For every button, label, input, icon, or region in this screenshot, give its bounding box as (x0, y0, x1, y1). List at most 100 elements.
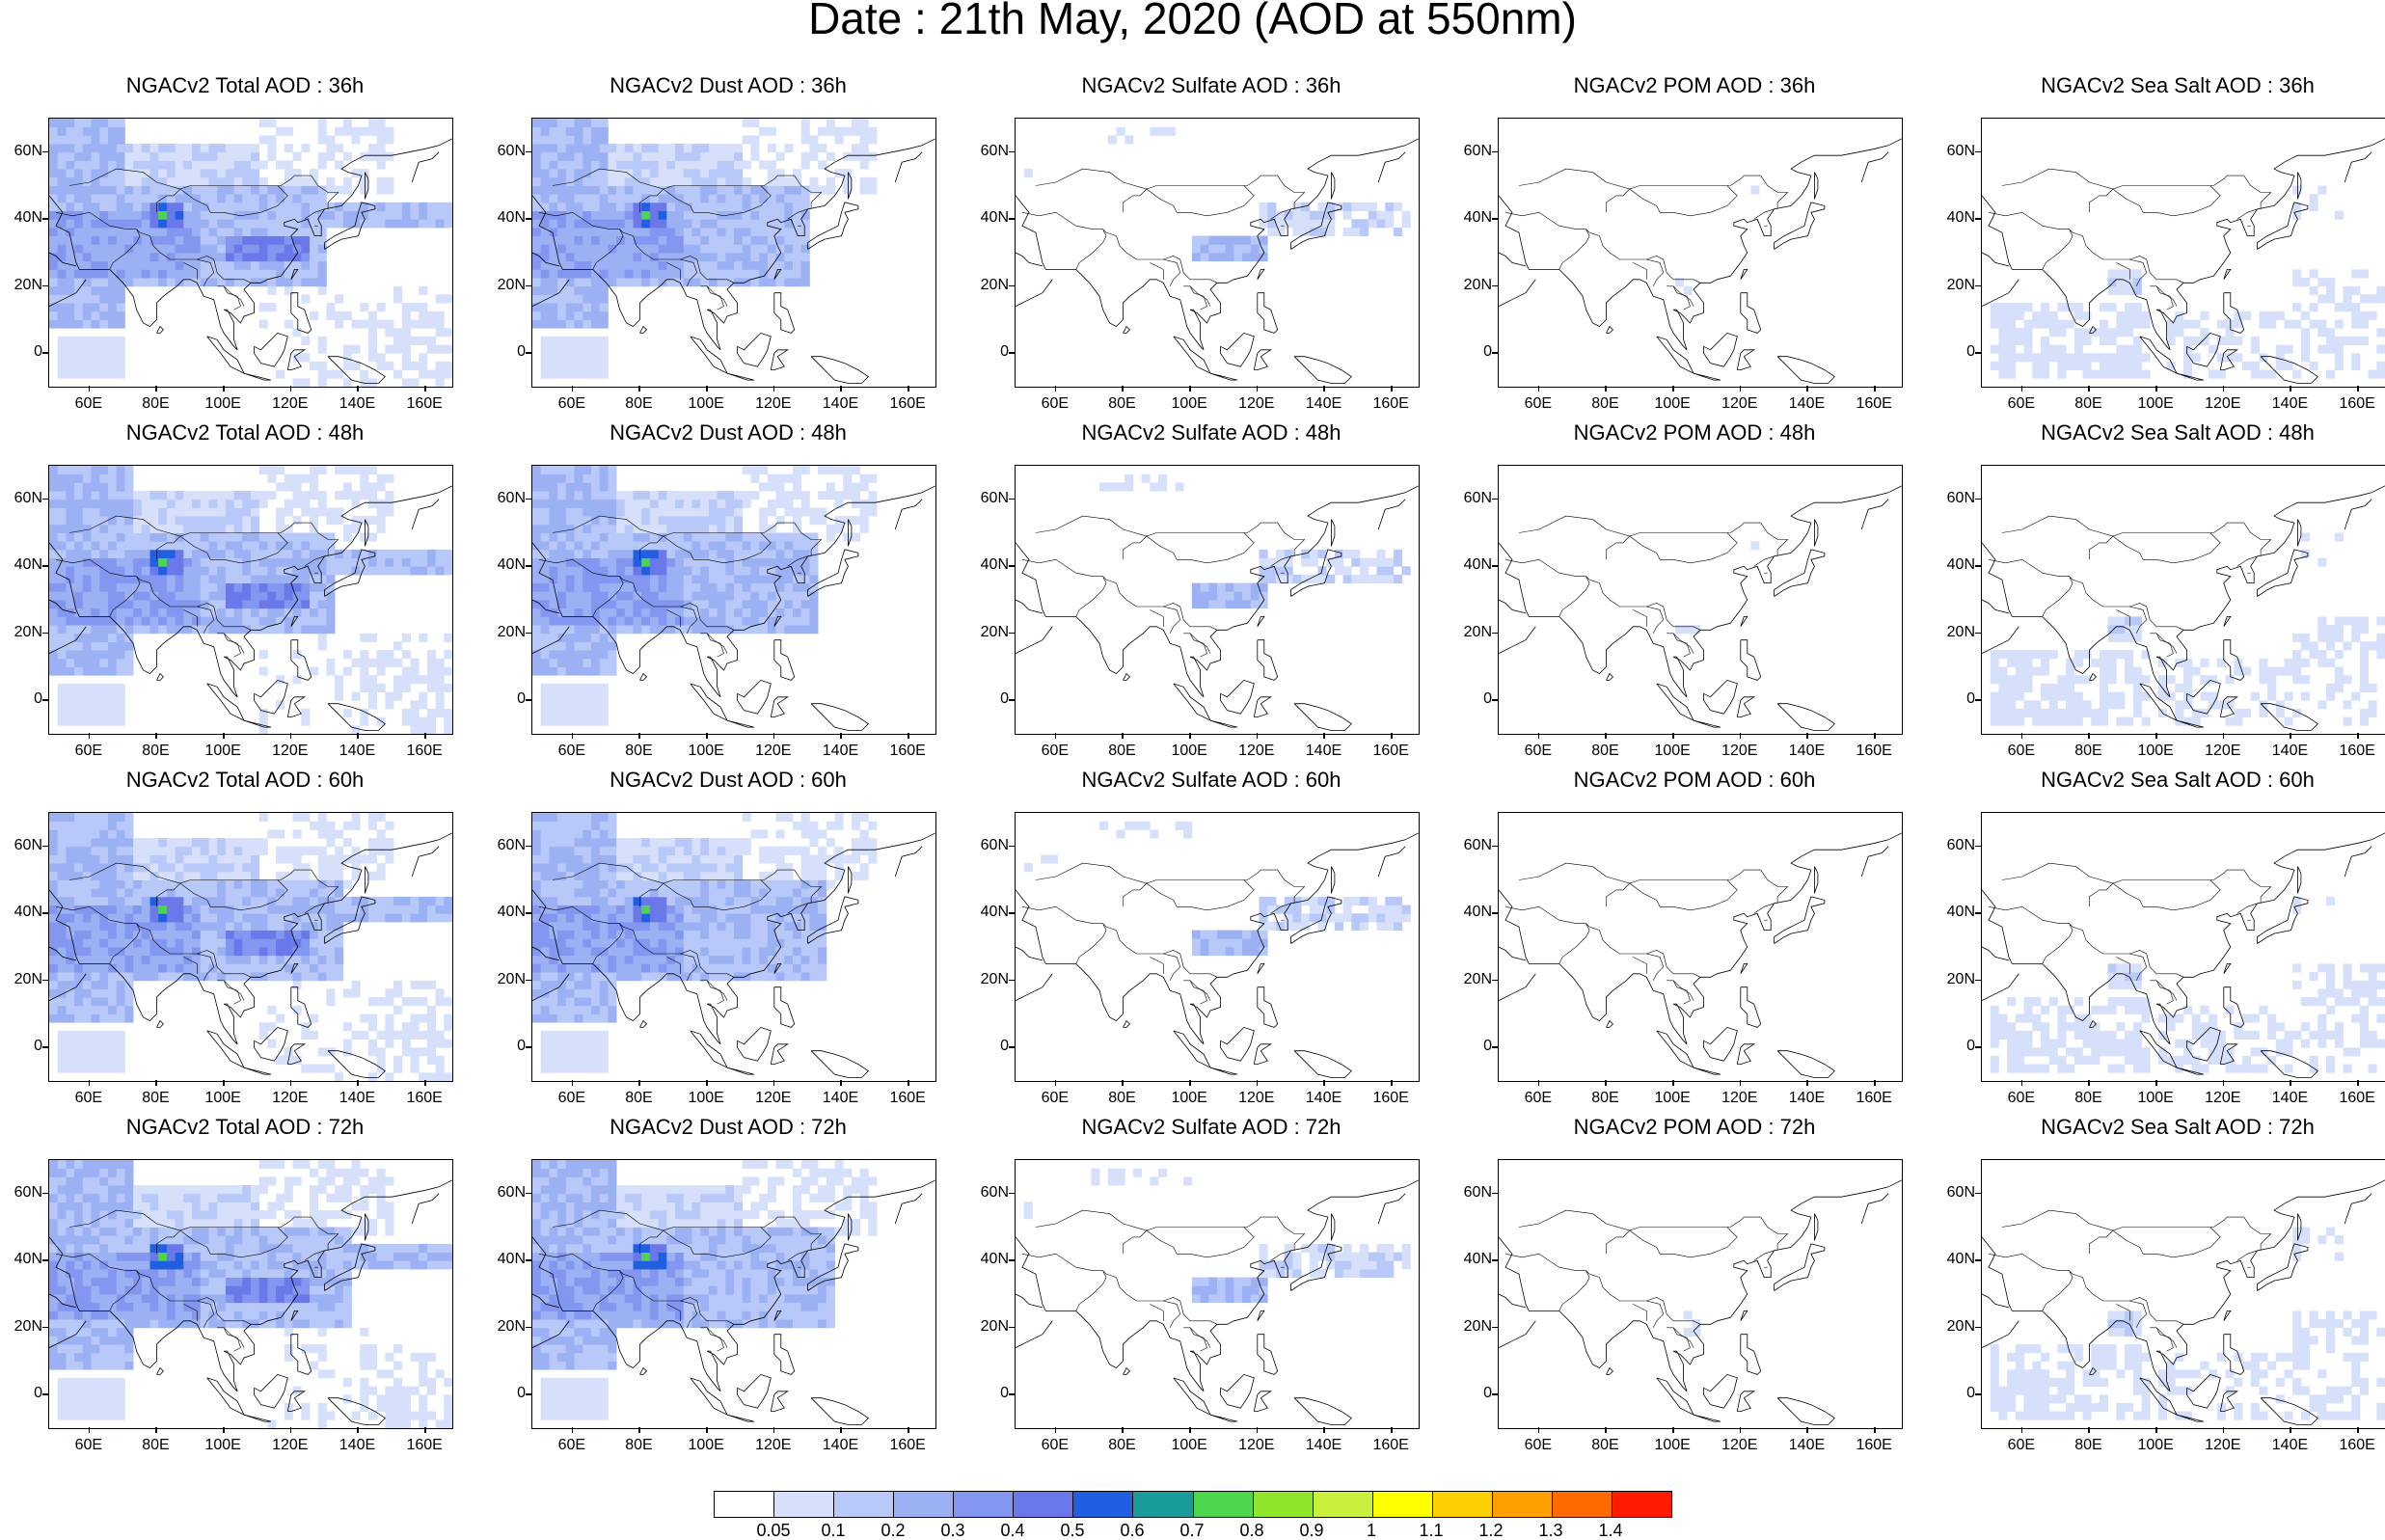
aod-cell (117, 337, 125, 345)
aod-cell (99, 186, 108, 195)
aod-cell (124, 550, 133, 558)
aod-cell (285, 203, 293, 211)
aod-cell (117, 913, 125, 922)
aod-cell (242, 854, 251, 863)
aod-cell (709, 269, 718, 278)
aod-cell (801, 152, 810, 161)
aod-cell (117, 880, 125, 889)
aod-cell (692, 278, 701, 286)
aod-cell (750, 558, 759, 567)
aod-cell (444, 362, 452, 370)
aod-cell (2024, 320, 2033, 329)
aod-cell (117, 997, 125, 1006)
aod-cell (142, 269, 150, 278)
x-tick-label: 160E (395, 395, 453, 413)
aod-cell (634, 152, 642, 161)
aod-cell (83, 1006, 92, 1014)
x-tick-mark (2357, 386, 2359, 392)
x-tick-mark (908, 386, 909, 392)
aod-cell (575, 228, 583, 236)
aod-cell (2016, 328, 2024, 337)
aod-cell (591, 684, 600, 692)
aod-cell (318, 913, 327, 922)
aod-cell (158, 956, 167, 964)
aod-cell (411, 725, 420, 734)
aod-cell (92, 659, 100, 667)
aod-cell (625, 269, 634, 278)
aod-cell (566, 337, 575, 345)
aod-cell (566, 507, 575, 516)
aod-cell (659, 169, 667, 177)
aod-cell (784, 608, 793, 617)
aod-cell (541, 311, 550, 320)
aod-cell (108, 474, 117, 483)
aod-cell (2267, 684, 2276, 692)
aod-cell (591, 303, 600, 311)
aod-cell (2226, 320, 2235, 329)
aod-cell (83, 1040, 92, 1048)
aod-cell (852, 482, 860, 491)
aod-cell (133, 211, 142, 220)
aod-cell (2285, 659, 2293, 667)
aod-cell (217, 144, 226, 152)
aod-cell (310, 616, 318, 625)
aod-cell (99, 474, 108, 483)
aod-cell (310, 822, 318, 830)
aod-cell (549, 550, 557, 558)
aod-cell (684, 625, 692, 634)
aod-map (1016, 466, 1419, 734)
aod-cell (2100, 303, 2108, 311)
aod-cell (1369, 558, 1377, 567)
aod-cell (74, 880, 83, 889)
aod-cell (99, 981, 108, 989)
aod-cell (549, 491, 557, 500)
aod-cell (368, 533, 377, 542)
aod-cell (393, 328, 402, 337)
aod-cell (49, 667, 58, 676)
aod-cell (868, 152, 877, 161)
aod-cell (150, 211, 159, 220)
coastline (1607, 327, 1613, 334)
aod-cell (2116, 328, 2125, 337)
aod-cell (641, 203, 650, 211)
aod-cell (575, 717, 583, 726)
aod-cell (83, 533, 92, 542)
aod-cell (583, 160, 591, 169)
aod-cell (318, 922, 327, 931)
aod-cell (242, 956, 251, 964)
aod-cell (566, 692, 575, 701)
aod-cell (725, 219, 734, 228)
aod-cell (99, 1031, 108, 1040)
aod-cell (108, 353, 117, 362)
aod-cell (167, 847, 176, 855)
aod-cell (301, 938, 310, 947)
aod-cell (58, 717, 67, 726)
aod-cell (310, 261, 318, 270)
aod-cell (251, 880, 259, 889)
aod-cell (411, 320, 420, 329)
aod-cell (226, 931, 234, 939)
aod-cell (776, 558, 785, 567)
aod-cell (801, 186, 810, 195)
aod-cell (641, 550, 650, 558)
aod-cell (92, 717, 100, 726)
aod-cell (92, 516, 100, 525)
aod-cell (242, 491, 251, 500)
aod-cell (234, 913, 243, 922)
aod-cell (158, 500, 167, 508)
aod-cell (234, 236, 243, 245)
aod-cell (1326, 228, 1335, 236)
aod-cell (600, 641, 609, 650)
aod-cell (99, 700, 108, 709)
aod-cell (1998, 667, 2007, 676)
aod-cell (759, 507, 768, 516)
aod-cell (133, 863, 142, 872)
aod-cell (167, 186, 176, 195)
aod-cell (575, 337, 583, 345)
country-border (1150, 262, 1163, 279)
aod-cell (92, 135, 100, 144)
aod-cell (725, 144, 734, 152)
aod-cell (1117, 127, 1125, 136)
aod-cell (150, 160, 159, 169)
aod-cell (234, 144, 243, 152)
